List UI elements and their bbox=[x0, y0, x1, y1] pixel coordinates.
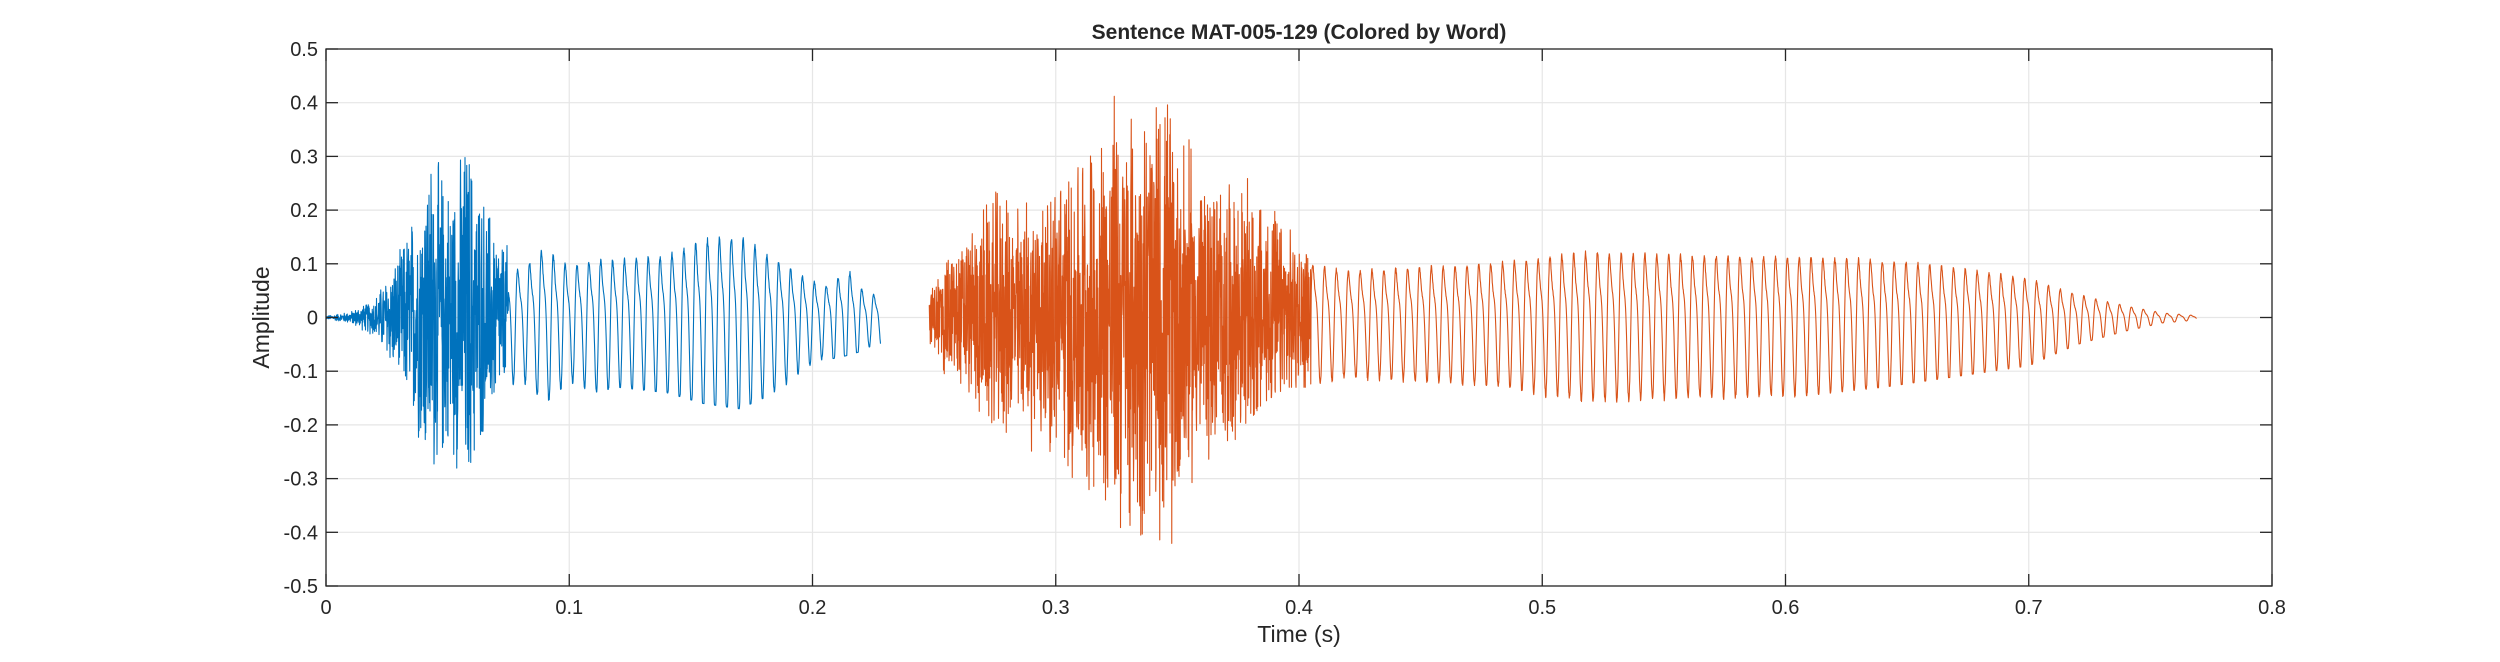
y-tick-label: -0.3 bbox=[284, 469, 318, 491]
x-tick-label: 0.6 bbox=[1772, 597, 1800, 619]
x-tick-label: 0.1 bbox=[555, 597, 583, 619]
y-tick-label: 0.5 bbox=[290, 39, 318, 61]
x-tick-label: 0 bbox=[320, 597, 331, 619]
x-axis-label: Time (s) bbox=[1257, 621, 1340, 647]
tick-marks: 0 0.1 0.2 0.3 0.4 0.5 0.6 0.7 0.8 -0.5 -0.4 -0.3 -0.… bbox=[284, 39, 2286, 619]
y-tick-label: -0.4 bbox=[284, 522, 318, 544]
y-tick-label: -0.5 bbox=[284, 576, 318, 598]
x-tick-label: 0.3 bbox=[1042, 597, 1070, 619]
y-tick-label: 0.4 bbox=[290, 93, 318, 115]
y-axis-label: Amplitude bbox=[248, 266, 274, 368]
x-tick-label: 0.5 bbox=[1528, 597, 1556, 619]
chart-title: Sentence MAT-005-129 (Colored by Word) bbox=[1092, 21, 1507, 44]
y-tick-label: 0 bbox=[307, 308, 318, 330]
y-tick-label: -0.2 bbox=[284, 415, 318, 437]
y-tick-label: 0.2 bbox=[290, 200, 318, 222]
x-tick-label: 0.4 bbox=[1285, 597, 1313, 619]
y-tick-label: 0.1 bbox=[290, 254, 318, 276]
waveform-series-1 bbox=[325, 157, 882, 469]
y-tick-label: 0.3 bbox=[290, 146, 318, 168]
x-tick-label: 0.2 bbox=[799, 597, 827, 619]
data-area bbox=[325, 95, 2197, 544]
y-tick-label: -0.1 bbox=[284, 361, 318, 383]
x-tick-label: 0.7 bbox=[2015, 597, 2043, 619]
waveform-series-2 bbox=[928, 95, 2197, 544]
x-tick-label: 0.8 bbox=[2258, 597, 2286, 619]
